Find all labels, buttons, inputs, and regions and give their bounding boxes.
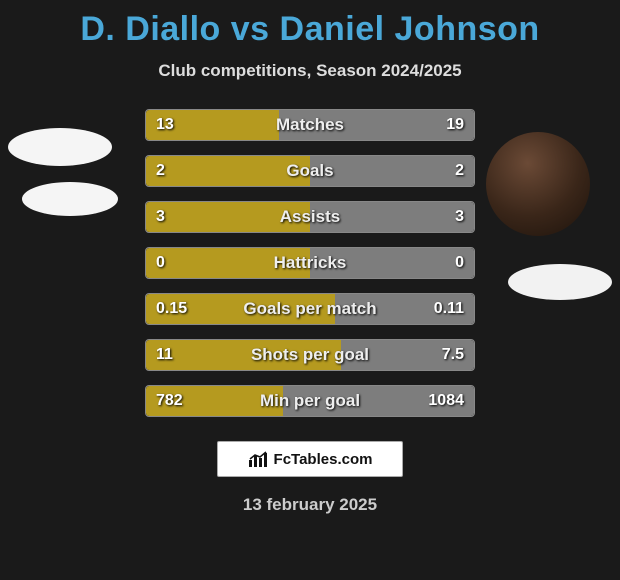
stat-row: 7821084Min per goal [145,385,475,417]
player-left-placeholder-2 [22,182,118,216]
stat-bar-left [146,156,310,186]
stat-row: 1319Matches [145,109,475,141]
stat-bar-left [146,248,310,278]
stat-bar-right [279,110,474,140]
stat-bar-right [341,340,474,370]
date-label: 13 february 2025 [0,495,620,515]
page-subtitle: Club competitions, Season 2024/2025 [0,61,620,81]
stat-bar-left [146,340,341,370]
stat-bar-left [146,294,335,324]
source-logo: FcTables.com [217,441,403,477]
stat-bar-right [310,202,474,232]
stat-bar-right [335,294,474,324]
stat-row: 117.5Shots per goal [145,339,475,371]
stat-row: 00Hattricks [145,247,475,279]
player-left-placeholder-1 [8,128,112,166]
stat-bar-right [310,248,474,278]
stat-bar-right [310,156,474,186]
player-right-placeholder [508,264,612,300]
stat-bar-left [146,202,310,232]
comparison-card: D. Diallo vs Daniel Johnson Club competi… [0,10,620,580]
stat-row: 0.150.11Goals per match [145,293,475,325]
source-logo-text: FcTables.com [274,451,373,468]
chart-icon [248,450,268,468]
stat-bar-left [146,110,279,140]
stats-block: 1319Matches 22Goals 33Assists 00Hattricks 0.… [145,109,475,417]
stat-bar-right [283,386,474,416]
page-title: D. Diallo vs Daniel Johnson [0,10,620,49]
stat-bar-left [146,386,283,416]
stat-row: 22Goals [145,155,475,187]
player-right-photo [486,132,590,236]
stat-row: 33Assists [145,201,475,233]
